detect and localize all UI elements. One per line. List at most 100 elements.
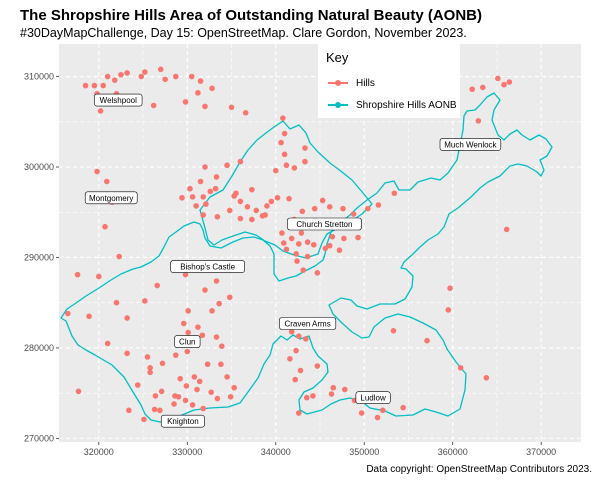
hill-point <box>336 247 343 254</box>
hill-point <box>280 115 286 121</box>
hill-point <box>424 337 430 344</box>
hill-point <box>196 378 203 385</box>
hill-point <box>280 240 287 246</box>
town-label: Ludlow <box>355 391 391 404</box>
hill-point <box>182 99 189 105</box>
hill-point <box>194 386 200 393</box>
hill-point <box>226 294 233 301</box>
hill-point <box>358 410 365 416</box>
map-title: The Shropshire Hills Area of Outstanding… <box>20 7 482 24</box>
town-label-box <box>439 138 502 151</box>
hill-point <box>184 348 191 355</box>
hill-point <box>495 75 501 82</box>
hill-point <box>310 393 316 399</box>
legend-key-aonb <box>326 96 350 114</box>
hill-point <box>279 230 285 236</box>
hill-point <box>259 213 266 219</box>
hill-point <box>185 329 191 336</box>
hill-point <box>214 213 221 220</box>
legend-item-aonb: Shropshire Hills AONB <box>326 96 457 114</box>
hill-point <box>208 389 214 396</box>
x-tick-label: 330000 <box>172 447 202 457</box>
hill-point <box>295 333 302 339</box>
hill-point <box>274 194 281 201</box>
town-label-box <box>170 260 245 273</box>
legend-key-hills <box>326 74 350 92</box>
hill-point <box>202 164 208 170</box>
hill-point <box>182 397 189 404</box>
hill-point <box>209 308 215 314</box>
hill-point <box>202 103 208 110</box>
hill-point <box>447 285 453 292</box>
hill-point <box>177 375 184 382</box>
hill-point <box>295 241 302 247</box>
hill-point <box>298 230 305 236</box>
hill-point <box>158 388 165 395</box>
hill-point <box>157 66 164 73</box>
hill-point <box>152 393 159 399</box>
hill-point <box>355 234 361 241</box>
hill-point <box>124 315 130 321</box>
hill-point <box>188 73 195 80</box>
hill-point <box>104 340 111 347</box>
hill-point <box>207 188 214 195</box>
hill-point <box>311 242 317 248</box>
axes: 320000 330000 340000 350000 360000 370000 2700… <box>24 72 556 457</box>
x-tick-label: 340000 <box>261 447 291 457</box>
x-tick-label: 350000 <box>349 447 379 457</box>
hill-point <box>311 205 318 212</box>
hill-point <box>237 158 244 165</box>
aonb-boundary <box>60 92 553 423</box>
aonb-outline-north <box>199 120 373 259</box>
hill-point <box>147 369 153 376</box>
hill-point <box>218 343 225 349</box>
hill-point <box>171 401 177 407</box>
hill-point <box>264 203 270 209</box>
town-label-text: Knighton <box>167 417 199 426</box>
hill-point <box>380 407 386 414</box>
town-label-text: Welshpool <box>100 96 137 105</box>
hill-point <box>142 298 148 304</box>
hill-point <box>375 202 382 208</box>
hill-point <box>503 226 510 233</box>
hill-point <box>483 374 490 381</box>
hill-point <box>479 84 486 91</box>
y-tick-label: 280000 <box>24 343 54 353</box>
town-label: Welshpool <box>94 93 143 107</box>
hill-point <box>134 382 141 388</box>
hill-point <box>185 308 191 314</box>
hill-point <box>237 198 244 205</box>
hill-point <box>82 82 89 89</box>
hill-point <box>314 270 321 276</box>
hill-point <box>374 414 381 421</box>
hill-point <box>97 108 104 114</box>
hill-point <box>340 205 346 212</box>
hill-point <box>302 158 308 165</box>
hill-point <box>288 328 295 335</box>
hill-point <box>390 327 397 334</box>
hill-point <box>183 383 190 389</box>
y-tick-label: 290000 <box>24 252 54 262</box>
hill-point <box>224 162 230 169</box>
hill-point <box>341 386 348 393</box>
hill-point <box>94 168 100 175</box>
hill-point <box>237 215 244 222</box>
hill-point <box>475 118 482 124</box>
hill-point <box>283 162 290 169</box>
hill-point <box>212 185 219 192</box>
x-tick-label: 370000 <box>526 447 556 457</box>
hill-point <box>100 82 107 89</box>
hill-point <box>304 253 311 260</box>
hill-point <box>304 239 311 245</box>
hill-point <box>172 393 178 399</box>
town-label-box <box>279 317 337 330</box>
hill-point <box>124 70 130 76</box>
hill-point <box>91 82 98 89</box>
legend: Key Hills Shropshire Hills AONB <box>318 44 460 118</box>
x-tick-label: 360000 <box>438 447 468 457</box>
hill-point <box>330 384 337 391</box>
hill-point <box>445 307 452 313</box>
hill-point <box>213 174 220 180</box>
hill-point <box>253 207 260 214</box>
